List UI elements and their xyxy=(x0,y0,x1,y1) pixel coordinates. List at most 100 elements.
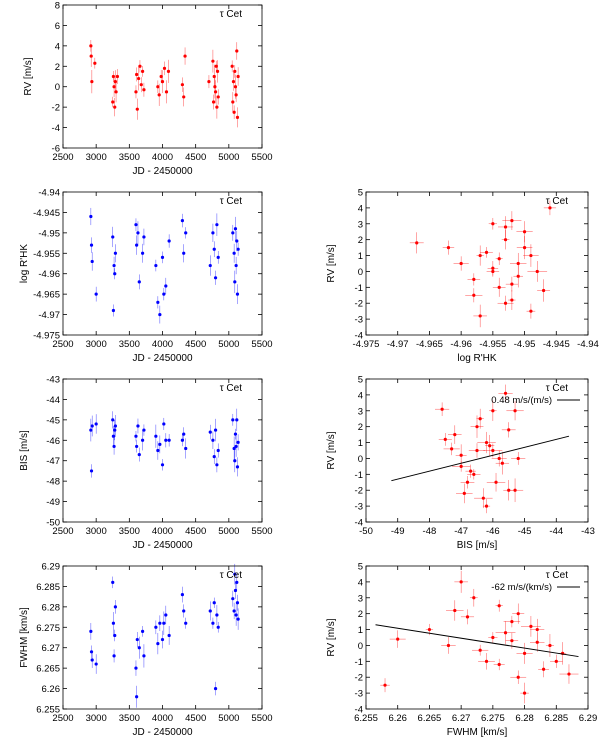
data-point xyxy=(510,639,514,643)
y-tick-label: 6.29 xyxy=(42,562,61,573)
y-tick-label: 1 xyxy=(358,251,363,262)
data-point xyxy=(459,464,463,468)
data-point xyxy=(233,572,237,576)
data-point xyxy=(162,66,167,70)
fit-line xyxy=(375,624,579,658)
y-tick-label: -4 xyxy=(52,123,60,134)
data-point xyxy=(232,609,236,613)
data-point xyxy=(234,613,238,617)
data-point xyxy=(450,447,454,451)
data-point xyxy=(134,90,138,94)
data-point xyxy=(134,223,138,227)
data-point xyxy=(113,251,118,255)
data-point xyxy=(156,642,160,646)
y-tick-label: 0 xyxy=(358,454,363,465)
y-tick-label: 2 xyxy=(55,62,60,73)
data-point xyxy=(503,238,508,242)
data-point xyxy=(484,504,489,508)
data-point xyxy=(89,650,94,654)
data-point xyxy=(215,223,219,227)
data-point xyxy=(478,648,482,652)
data-point xyxy=(500,461,504,465)
data-point xyxy=(89,629,93,633)
legend-label: 0.48 m/s/(m/s) xyxy=(491,395,552,406)
y-tick-label: -45 xyxy=(46,415,60,426)
x-tick-label: 4500 xyxy=(185,526,206,537)
data-point xyxy=(89,428,93,432)
y-tick-label: -4.945 xyxy=(33,208,60,219)
x-tick-label: 4500 xyxy=(185,152,206,163)
plot-frame xyxy=(62,378,263,523)
y-tick-label: -6 xyxy=(52,144,60,155)
y-tick-label: -3 xyxy=(355,689,363,700)
x-tick-label: -49 xyxy=(391,526,405,537)
y-tick-label: -4.96 xyxy=(38,269,60,280)
data-point xyxy=(236,247,240,251)
data-point xyxy=(134,434,138,438)
data-point xyxy=(111,418,115,422)
x-tick-label: -4.97 xyxy=(387,339,409,350)
data-point xyxy=(154,434,158,438)
x-tick-label: 3000 xyxy=(86,713,107,724)
data-point xyxy=(212,455,216,459)
data-point xyxy=(465,615,470,619)
x-tick-label: 6.28 xyxy=(515,713,534,724)
data-point xyxy=(235,465,240,469)
data-point xyxy=(497,285,501,289)
data-point xyxy=(459,580,463,584)
x-tick-label: 2500 xyxy=(52,152,73,163)
data-point xyxy=(231,80,236,84)
y-tick-label: -48 xyxy=(46,477,60,488)
y-tick-label: 0 xyxy=(358,641,363,652)
data-point xyxy=(503,301,508,305)
data-point xyxy=(396,637,400,641)
data-point xyxy=(213,90,218,94)
data-point xyxy=(159,74,163,79)
data-point xyxy=(138,64,142,68)
data-point xyxy=(113,428,117,432)
x-tick-label: -44 xyxy=(549,526,563,537)
y-axis-label: RV [m/s] xyxy=(326,244,337,282)
y-tick-label: -47 xyxy=(46,456,60,467)
y-tick-label: -2 xyxy=(355,673,363,684)
data-point xyxy=(111,235,115,239)
data-point xyxy=(160,80,165,84)
data-point xyxy=(233,85,238,89)
data-point xyxy=(156,300,160,304)
y-tick-label: 4 xyxy=(55,41,60,52)
data-point xyxy=(567,672,571,676)
data-point xyxy=(142,88,146,92)
x-tick-label: 5500 xyxy=(251,152,272,163)
data-point xyxy=(89,469,94,473)
data-point xyxy=(141,438,145,442)
x-tick-label: -46 xyxy=(486,526,500,537)
fit-line xyxy=(391,435,570,482)
data-point xyxy=(89,243,94,247)
x-tick-label: 5000 xyxy=(218,152,239,163)
y-tick-label: 2 xyxy=(358,235,363,246)
data-point xyxy=(462,491,466,495)
data-point xyxy=(211,621,215,625)
x-tick-label: 6.29 xyxy=(579,713,598,724)
y-axis-label: RV [m/s] xyxy=(23,57,34,95)
plot-frame xyxy=(365,565,589,710)
data-point xyxy=(213,276,218,280)
data-point xyxy=(182,95,186,99)
x-axis-label: JD - 2450000 xyxy=(132,540,192,551)
x-tick-label: 4000 xyxy=(152,339,173,350)
y-axis-label: log R'HK xyxy=(19,244,30,283)
data-point xyxy=(112,85,116,89)
data-point xyxy=(535,269,539,274)
data-point xyxy=(162,621,166,625)
data-point xyxy=(234,263,238,268)
y-tick-label: -4.955 xyxy=(33,249,60,260)
data-point xyxy=(235,580,239,584)
y-axis-label: FWHM [km/s] xyxy=(19,607,30,668)
y-axis-label: RV [m/s] xyxy=(326,618,337,656)
data-point xyxy=(154,263,158,268)
data-point xyxy=(216,448,220,453)
data-point xyxy=(141,629,145,633)
data-point xyxy=(111,74,116,79)
x-tick-label: -4.955 xyxy=(479,339,506,350)
y-tick-label: -4.97 xyxy=(38,310,60,321)
